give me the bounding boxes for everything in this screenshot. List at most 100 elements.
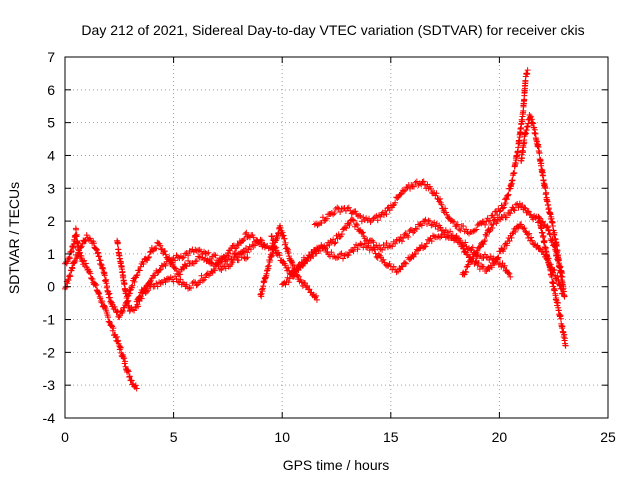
plus-marker xyxy=(162,262,169,269)
plus-marker xyxy=(285,264,292,271)
plus-marker xyxy=(480,263,487,270)
series-track xyxy=(62,232,275,321)
plus-marker xyxy=(88,274,95,281)
plus-marker xyxy=(315,247,322,254)
series-track xyxy=(518,111,568,300)
plus-marker xyxy=(125,297,132,304)
plus-marker xyxy=(438,201,445,208)
plus-marker xyxy=(358,218,365,225)
series-track xyxy=(257,222,320,303)
plus-marker xyxy=(136,267,143,274)
plus-marker xyxy=(457,239,464,246)
plus-marker xyxy=(282,262,289,269)
plus-marker xyxy=(82,238,89,245)
plus-marker xyxy=(285,246,292,253)
plus-marker xyxy=(157,266,164,273)
plus-marker xyxy=(544,223,551,230)
plus-marker xyxy=(113,333,120,340)
plus-marker xyxy=(328,249,335,256)
plus-marker xyxy=(154,283,161,290)
plus-marker xyxy=(209,260,216,267)
plus-marker xyxy=(437,224,444,231)
y-axis-label: SDTVAR / TECUs xyxy=(6,182,22,294)
plus-marker xyxy=(279,229,286,236)
plus-marker xyxy=(118,308,125,315)
plus-marker xyxy=(273,244,280,251)
plus-marker xyxy=(275,230,282,237)
plus-marker xyxy=(538,160,545,167)
plus-marker xyxy=(474,247,481,254)
plus-marker xyxy=(501,262,508,269)
plus-marker xyxy=(222,258,229,265)
plus-marker xyxy=(205,249,212,256)
plus-marker xyxy=(453,235,460,242)
plus-marker xyxy=(281,235,288,242)
x-tick-label: 15 xyxy=(383,429,399,445)
plus-marker xyxy=(457,227,464,234)
plus-marker xyxy=(121,355,128,362)
plus-marker xyxy=(216,255,223,262)
plus-marker xyxy=(500,264,507,271)
plus-marker xyxy=(543,189,550,196)
plus-marker xyxy=(374,217,381,224)
plus-marker xyxy=(481,237,488,244)
plus-marker xyxy=(423,240,430,247)
plus-marker xyxy=(400,235,407,242)
plus-marker xyxy=(551,229,558,236)
plus-marker xyxy=(508,234,515,241)
plus-marker xyxy=(473,249,480,256)
plus-marker xyxy=(496,208,503,215)
plus-marker xyxy=(277,225,284,232)
plus-marker xyxy=(66,272,73,279)
series-track xyxy=(311,67,531,237)
plus-marker xyxy=(416,180,423,187)
plus-marker xyxy=(171,264,178,271)
plus-marker xyxy=(426,218,433,225)
plus-marker xyxy=(376,242,383,249)
plus-marker xyxy=(407,255,414,262)
plus-marker xyxy=(352,208,359,215)
plus-marker xyxy=(345,252,352,259)
plus-marker xyxy=(276,252,283,259)
plus-marker xyxy=(129,282,136,289)
y-tick-label: -1 xyxy=(43,312,56,328)
x-tick-label: 0 xyxy=(61,429,69,445)
plus-marker xyxy=(269,240,276,247)
plus-marker xyxy=(467,247,474,254)
plus-marker xyxy=(99,265,106,272)
plot-frame xyxy=(64,56,609,419)
plus-marker xyxy=(354,222,361,229)
plus-marker xyxy=(524,67,531,74)
plus-marker xyxy=(153,245,160,252)
plus-marker xyxy=(370,239,377,246)
plus-marker xyxy=(397,191,404,198)
plus-marker xyxy=(489,224,496,231)
plus-marker xyxy=(322,245,329,252)
plus-marker xyxy=(437,234,444,241)
plus-marker xyxy=(350,248,357,255)
plus-marker xyxy=(135,294,142,301)
plus-marker xyxy=(542,185,549,192)
plus-marker xyxy=(128,377,135,384)
plus-marker xyxy=(425,217,432,224)
plus-marker xyxy=(65,277,72,284)
plus-marker xyxy=(218,258,225,265)
plus-marker xyxy=(125,368,132,375)
plus-marker xyxy=(131,278,138,285)
plus-marker xyxy=(137,263,144,270)
plus-marker xyxy=(187,248,194,255)
plus-marker xyxy=(145,254,152,261)
plus-marker xyxy=(73,226,80,233)
plus-marker xyxy=(400,188,407,195)
plus-marker xyxy=(140,260,147,267)
plus-marker xyxy=(503,214,510,221)
plus-marker xyxy=(421,243,428,250)
plus-marker xyxy=(185,257,192,264)
plus-marker xyxy=(433,190,440,197)
plus-marker xyxy=(343,225,350,232)
plus-marker xyxy=(346,221,353,228)
plus-marker xyxy=(342,251,349,258)
plus-marker xyxy=(401,259,408,266)
plus-marker xyxy=(377,213,384,220)
plus-marker xyxy=(172,257,179,264)
